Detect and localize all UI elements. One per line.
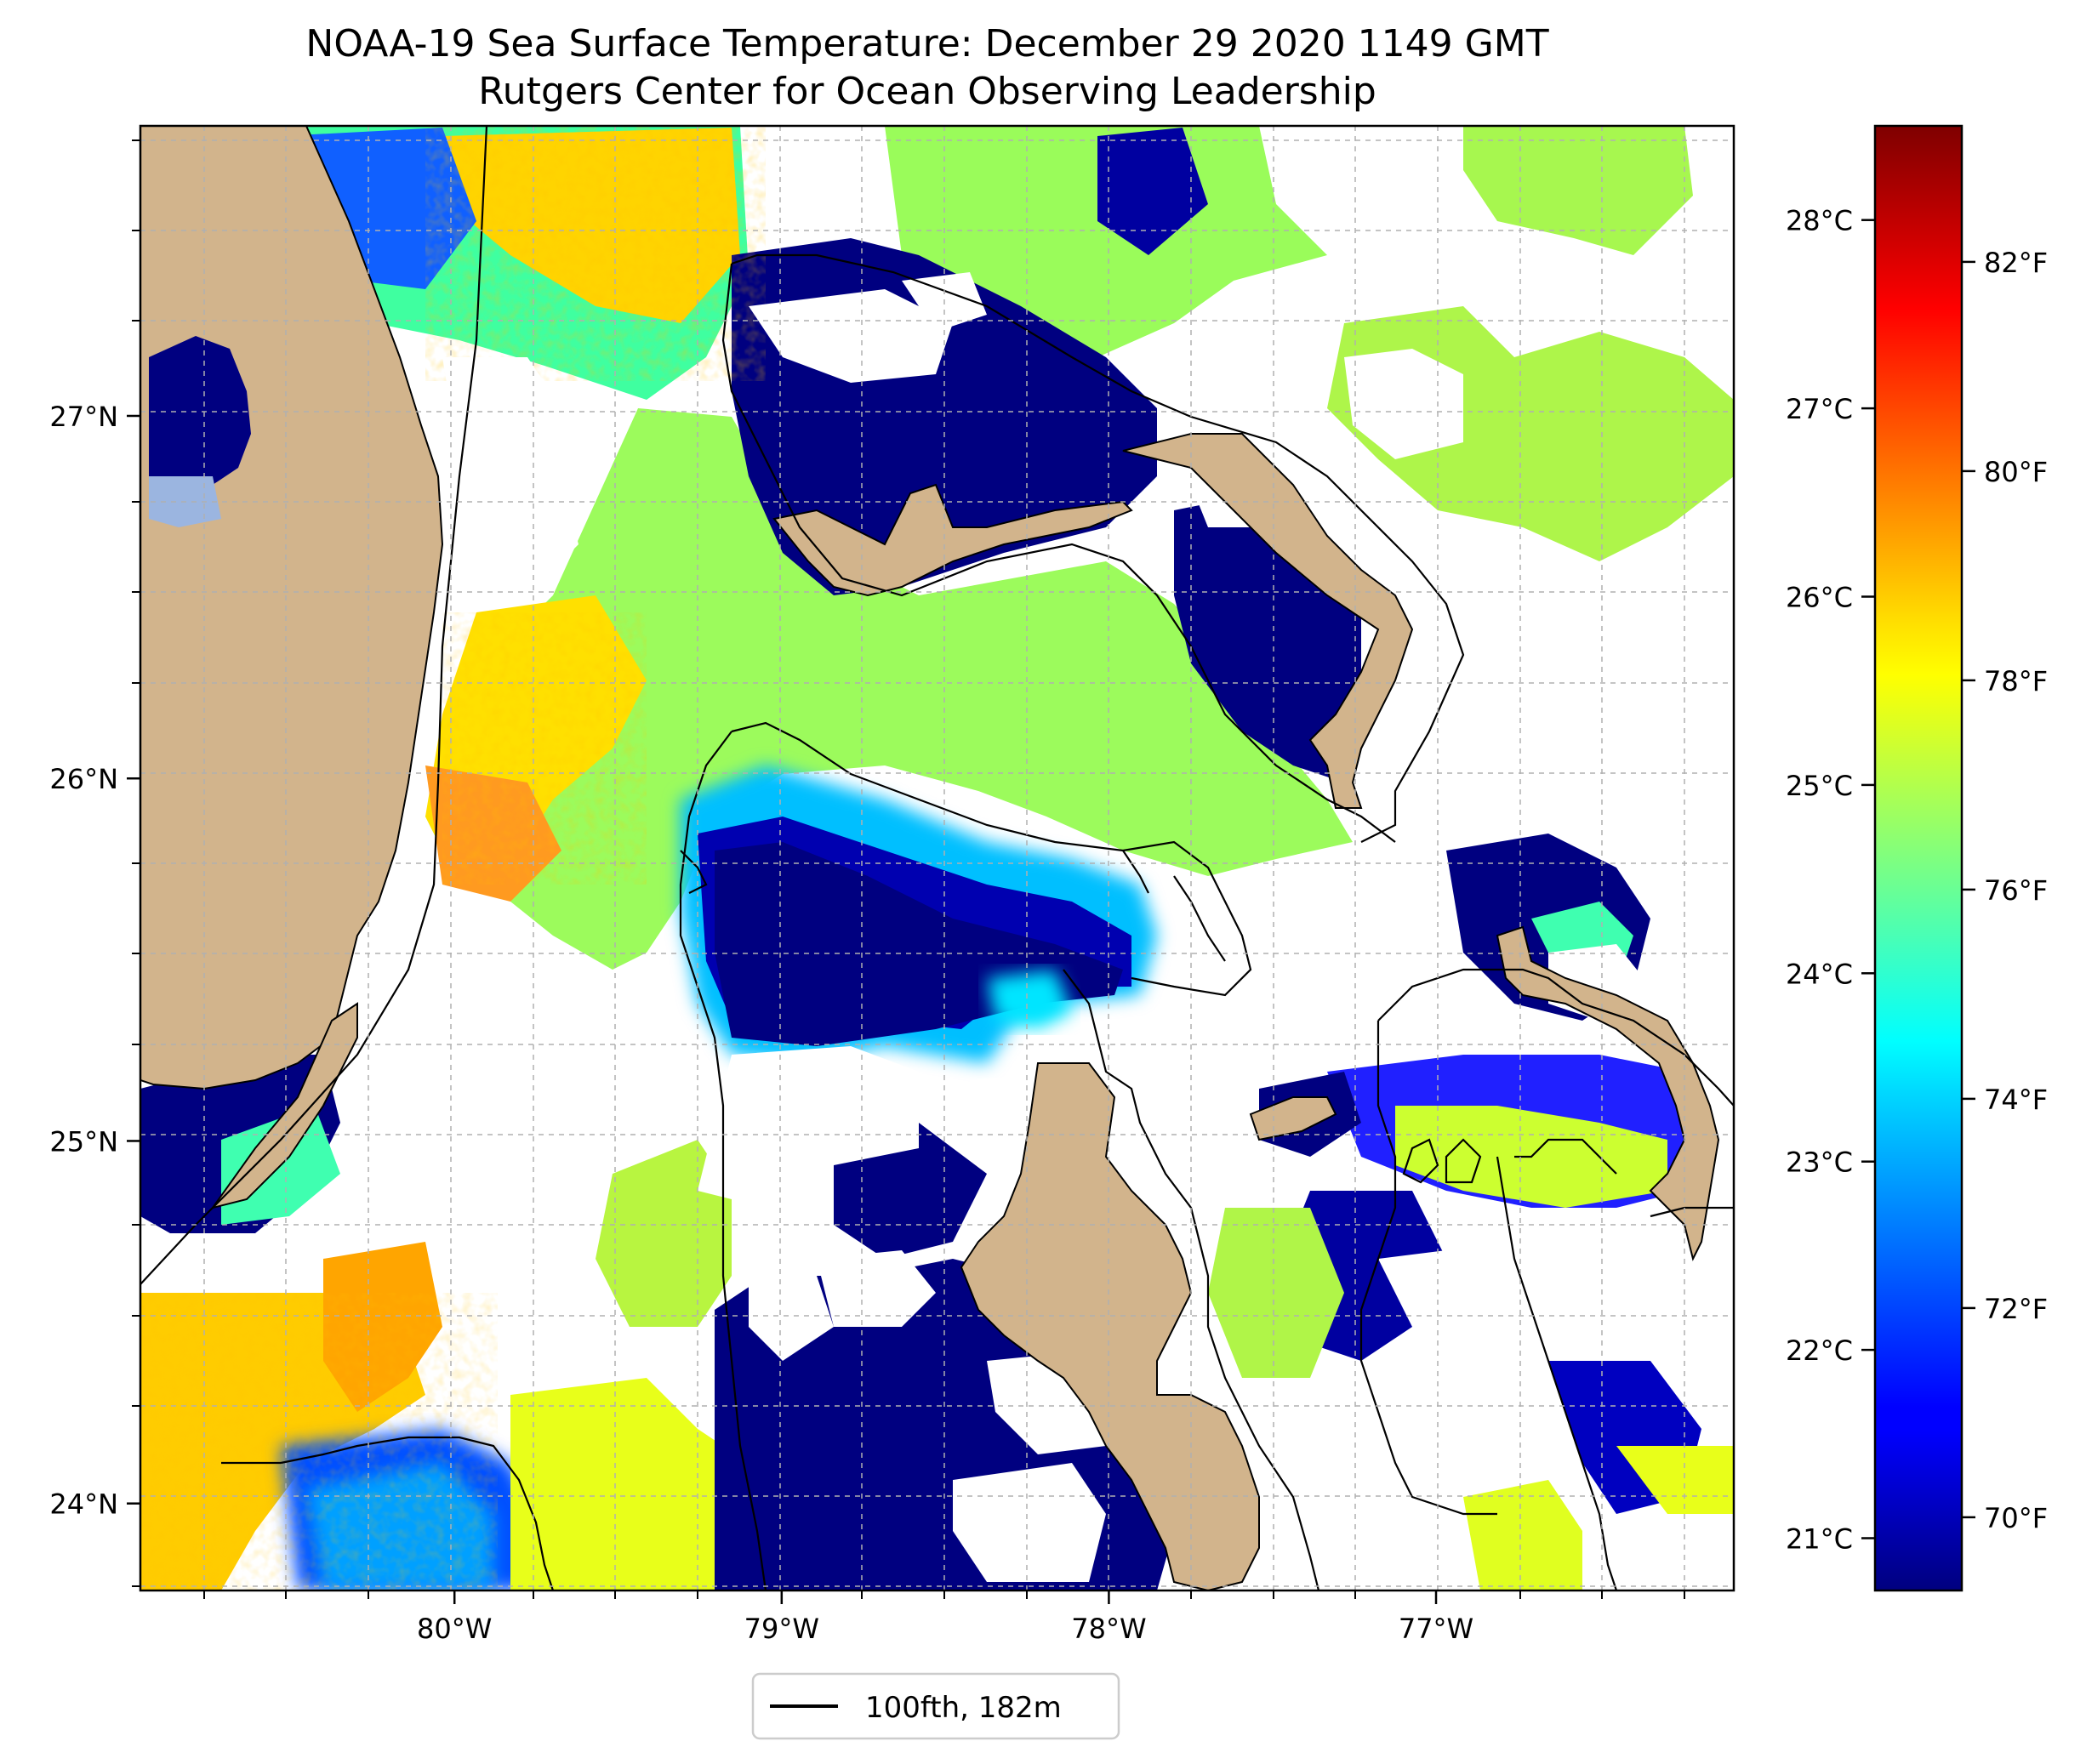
lon-tick-label: 80°W <box>417 1613 492 1645</box>
celsius-tick-label: 27°C <box>1786 393 1853 425</box>
lat-tick-label: 26°N <box>49 763 118 795</box>
colorbar-gradient <box>1873 124 1963 1592</box>
colorbar-fahrenheit-ticks: 82°F 80°F 78°F 76°F 74°F 72°F 70°F <box>1962 247 2048 1534</box>
longitude-ticks: 80°W 79°W 78°W 77°W <box>417 1590 1473 1645</box>
celsius-tick-label: 25°C <box>1786 770 1853 802</box>
title-line-2: Rutgers Center for Ocean Observing Leade… <box>478 70 1376 113</box>
fahrenheit-tick-label: 74°F <box>1984 1084 2048 1116</box>
fahrenheit-tick-label: 82°F <box>1984 247 2048 279</box>
fahrenheit-tick-label: 76°F <box>1984 874 2048 907</box>
colorbar: 28°C 27°C 26°C 25°C 24°C 23°C 22°C 21°C 82°F 80°… <box>1786 124 2048 1592</box>
lat-tick-label: 24°N <box>49 1488 118 1521</box>
fahrenheit-tick-label: 78°F <box>1984 665 2048 697</box>
legend: 100fth, 182m <box>751 1672 1120 1740</box>
celsius-tick-label: 28°C <box>1786 205 1853 237</box>
minor-ticks <box>132 139 1685 1599</box>
map-area <box>140 126 1734 1590</box>
lon-tick-label: 78°W <box>1071 1613 1146 1645</box>
fahrenheit-tick-label: 80°F <box>1984 456 2048 488</box>
legend-label: 100fth, 182m <box>865 1691 1062 1725</box>
legend-box <box>751 1672 1120 1740</box>
map-frame <box>139 124 1735 1592</box>
colorbar-celsius-ticks: 28°C 27°C 26°C 25°C 24°C 23°C 22°C 21°C <box>1786 205 1875 1556</box>
fahrenheit-tick-label: 72°F <box>1984 1293 2048 1325</box>
isobath-contours <box>140 126 1734 1590</box>
lat-tick-label: 25°N <box>49 1125 118 1158</box>
gridlines <box>140 126 1734 1590</box>
title-line-1: NOAA-19 Sea Surface Temperature: Decembe… <box>305 22 1548 65</box>
lon-tick-label: 79°W <box>744 1613 819 1645</box>
latitude-ticks: 27°N 26°N 25°N 24°N <box>49 401 140 1521</box>
lat-tick-label: 27°N <box>49 401 118 433</box>
celsius-tick-label: 21°C <box>1786 1523 1853 1556</box>
celsius-tick-label: 24°C <box>1786 958 1853 990</box>
lon-tick-label: 77°W <box>1399 1613 1473 1645</box>
lake-okeechobee <box>149 336 251 489</box>
celsius-tick-label: 22°C <box>1786 1334 1853 1367</box>
fahrenheit-tick-label: 70°F <box>1984 1502 2048 1534</box>
sst-field <box>140 126 1734 1590</box>
celsius-tick-label: 23°C <box>1786 1147 1853 1179</box>
celsius-tick-label: 26°C <box>1786 582 1853 614</box>
